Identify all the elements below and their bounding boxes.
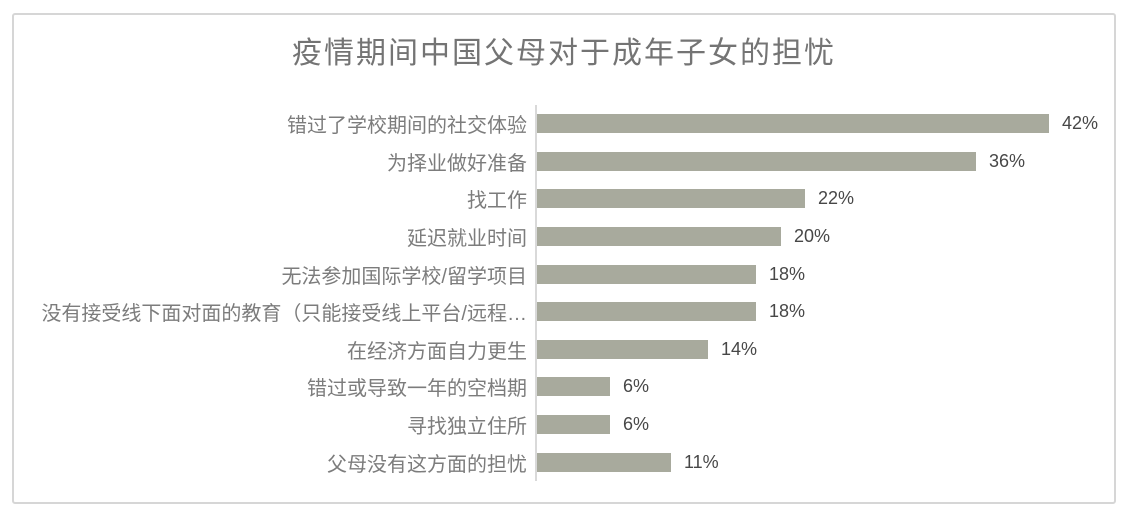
category-label: 找工作 <box>467 190 527 213</box>
value-label: 6% <box>623 414 650 435</box>
bar <box>537 339 708 359</box>
chart-row: 寻找独立住所 6% <box>14 405 1118 444</box>
chart-row: 无法参加国际学校/留学项目 18% <box>14 255 1118 293</box>
chart-title: 疫情期间中国父母对于成年子女的担忧 <box>292 37 836 70</box>
chart-row: 错过或导致一年的空档期 6% <box>14 368 1118 406</box>
bar-area: 6% <box>535 368 1118 406</box>
chart-row: 为择业做好准备 36% <box>14 142 1118 181</box>
category-label: 延迟就业时间 <box>407 228 527 251</box>
category-label: 错过了学校期间的社交体验 <box>287 115 527 138</box>
bar <box>537 227 781 247</box>
bar <box>537 189 805 209</box>
category-label: 错过或导致一年的空档期 <box>307 378 527 401</box>
chart-row: 延迟就业时间 20% <box>14 217 1118 256</box>
chart-row: 在经济方面自力更生 14% <box>14 330 1118 369</box>
bar-chart: 错过了学校期间的社交体验 42% 为择业做好准备 36% 找工作 22% 延迟就业时间 20%… <box>14 105 1118 481</box>
bar-area: 18% <box>535 292 1118 331</box>
bar <box>537 151 976 171</box>
bar <box>537 264 756 284</box>
bar-area: 6% <box>535 405 1118 444</box>
category-label: 无法参加国际学校/留学项目 <box>281 265 527 288</box>
bar <box>537 415 610 435</box>
value-label: 11% <box>684 451 719 472</box>
value-label: 18% <box>769 301 806 322</box>
value-label: 42% <box>1062 113 1099 134</box>
bar-area: 36% <box>535 142 1118 181</box>
category-label: 为择业做好准备 <box>387 152 527 175</box>
value-label: 22% <box>818 188 855 209</box>
bar <box>537 452 671 472</box>
bar <box>537 302 756 322</box>
bar-area: 14% <box>535 330 1118 369</box>
value-label: 36% <box>989 150 1026 171</box>
bar <box>537 377 610 397</box>
bar-area: 18% <box>535 255 1118 293</box>
category-label: 没有接受线下面对面的教育（只能接受线上平台/远程… <box>41 303 527 326</box>
bar-area: 20% <box>535 217 1118 256</box>
bar-area: 22% <box>535 180 1118 218</box>
category-label: 寻找独立住所 <box>407 416 527 439</box>
chart-row: 找工作 22% <box>14 180 1118 218</box>
bar <box>537 114 1049 134</box>
category-label: 在经济方面自力更生 <box>347 340 527 363</box>
bar-area: 11% <box>535 443 1118 481</box>
chart-row: 没有接受线下面对面的教育（只能接受线上平台/远程… 18% <box>14 292 1118 331</box>
value-label: 18% <box>769 263 806 284</box>
category-label: 父母没有这方面的担忧 <box>327 453 527 476</box>
value-label: 14% <box>721 338 758 359</box>
value-label: 6% <box>623 376 650 397</box>
bar-area: 42% <box>535 105 1118 143</box>
value-label: 20% <box>794 226 831 247</box>
chart-row: 错过了学校期间的社交体验 42% <box>14 105 1118 143</box>
chart-row: 父母没有这方面的担忧 11% <box>14 443 1118 481</box>
